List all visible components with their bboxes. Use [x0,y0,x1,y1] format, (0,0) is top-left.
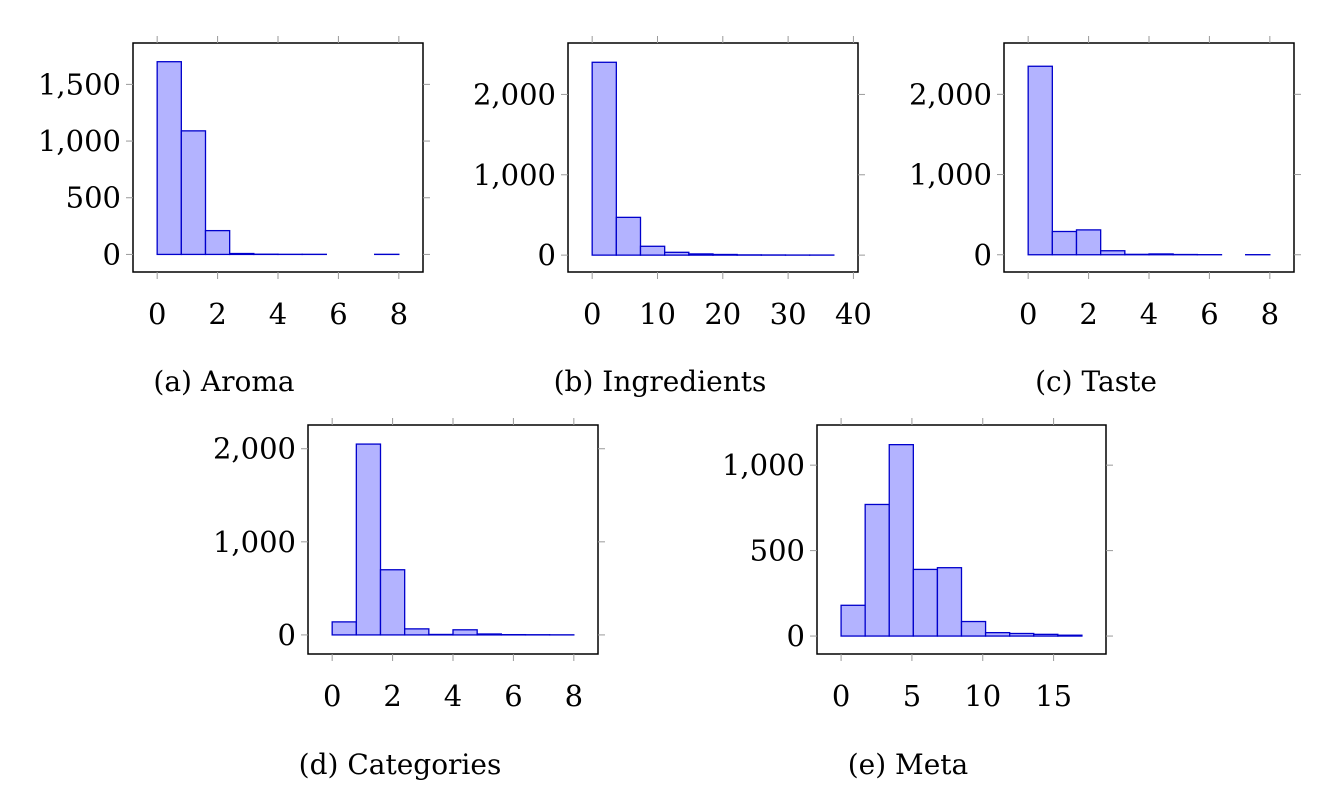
bar-meta-0 [840,604,866,637]
histogram-aroma: 0 2 4 6 8 0 500 1,000 1,500 (a) Aroma [38,36,430,398]
caption-meta: (e) Meta [848,748,969,781]
x-tick-label: 4 [269,297,287,331]
y-tick-label: 1,500 [38,67,121,101]
x-tick-label: 4 [1140,297,1158,331]
bar-meta-6 [984,631,1011,637]
x-tick-label: 2 [1079,297,1097,331]
bar-meta-2 [888,444,914,637]
caption-taste: (c) Taste [1035,365,1157,398]
histogram-taste: 0 2 4 6 8 0 1,000 2,000 (c) Taste [909,36,1301,398]
y-tick-label: 2,000 [213,432,296,466]
y-tick-label: 2,000 [473,77,556,111]
bar-meta-1 [864,503,890,637]
histogram-meta: 0 5 10 15 0 500 1,000 (e) Meta [722,418,1113,781]
plot-frame-meta [816,424,1107,655]
x-tick-label: 40 [835,297,872,331]
bars-meta [840,444,1083,637]
bar-categories-6 [476,633,502,636]
bars-taste [1027,65,1271,256]
plot-frame-ingredients [567,42,859,273]
y-tick-label: 500 [66,181,121,215]
x-tick-label: 30 [770,297,807,331]
bar-meta-3 [912,568,939,637]
bar-ingredients-5 [712,253,738,256]
caption-categories: (d) Categories [299,748,502,781]
bar-meta-5 [960,620,987,637]
bar-aroma-1 [180,130,207,256]
bar-ingredients-3 [664,251,690,256]
y-tick-label: 500 [750,534,805,568]
y-tick-label: 0 [538,238,556,272]
x-tick-label: 0 [148,297,166,331]
x-tick-label: 2 [208,297,226,331]
bar-ingredients-4 [688,253,714,256]
bar-taste-3 [1100,250,1126,256]
bar-ingredients-1 [615,216,642,256]
histogram-ingredients: 0 10 20 30 40 0 1,000 2,000 (b) Ingredients [473,36,872,398]
caption-ingredients: (b) Ingredients [554,365,767,398]
x-tick-label: 6 [329,297,347,331]
bar-categories-5 [452,629,478,636]
x-tick-label: 8 [565,679,583,713]
x-tick-label: 2 [383,679,401,713]
x-tick-label: 0 [323,679,341,713]
bar-meta-8 [1033,633,1059,637]
bar-ingredients-0 [591,61,617,256]
bars-categories [331,443,575,636]
x-tick-label: 8 [1261,297,1279,331]
x-tick-label: 8 [390,297,408,331]
bars-aroma [156,61,400,256]
bar-taste-1 [1051,230,1078,256]
x-tick-label: 0 [583,297,601,331]
bar-meta-7 [1009,632,1035,637]
x-tick-label: 6 [1200,297,1218,331]
bar-aroma-2 [204,229,231,256]
bar-meta-9 [1057,634,1083,637]
y-tick-label: 1,000 [473,158,556,192]
x-tick-label: 0 [1019,297,1037,331]
bar-aroma-0 [156,61,182,256]
x-tick-label: 10 [964,679,1001,713]
caption-aroma: (a) Aroma [153,365,294,398]
x-tick-label: 4 [444,679,462,713]
y-tick-label: 1,000 [213,525,296,559]
x-tick-label: 20 [704,297,741,331]
x-tick-label: 10 [639,297,676,331]
y-tick-label: 2,000 [909,77,992,111]
y-tick-label: 0 [278,618,296,652]
bar-categories-1 [355,443,382,636]
bar-taste-2 [1075,229,1102,256]
y-tick-label: 0 [103,237,121,271]
histogram-categories: 0 2 4 6 8 0 1,000 2,000 (d) Categories [213,418,605,781]
bar-categories-2 [379,569,406,636]
bars-ingredients [591,61,835,256]
y-tick-label: 0 [974,238,992,272]
y-tick-label: 0 [787,619,805,653]
bar-taste-5 [1148,253,1174,256]
bar-categories-3 [404,628,430,636]
x-tick-label: 0 [832,679,850,713]
bar-aroma-3 [229,252,255,256]
y-tick-label: 1,000 [38,124,121,158]
y-tick-label: 1,000 [722,448,805,482]
bar-ingredients-2 [639,245,666,256]
bar-taste-0 [1027,65,1053,256]
x-tick-label: 6 [504,679,522,713]
plot-frame-categories [307,424,599,655]
bar-categories-0 [331,621,357,636]
x-tick-label: 15 [1035,679,1072,713]
x-tick-label: 5 [903,679,921,713]
bar-meta-4 [936,567,963,637]
y-tick-label: 1,000 [909,158,992,192]
